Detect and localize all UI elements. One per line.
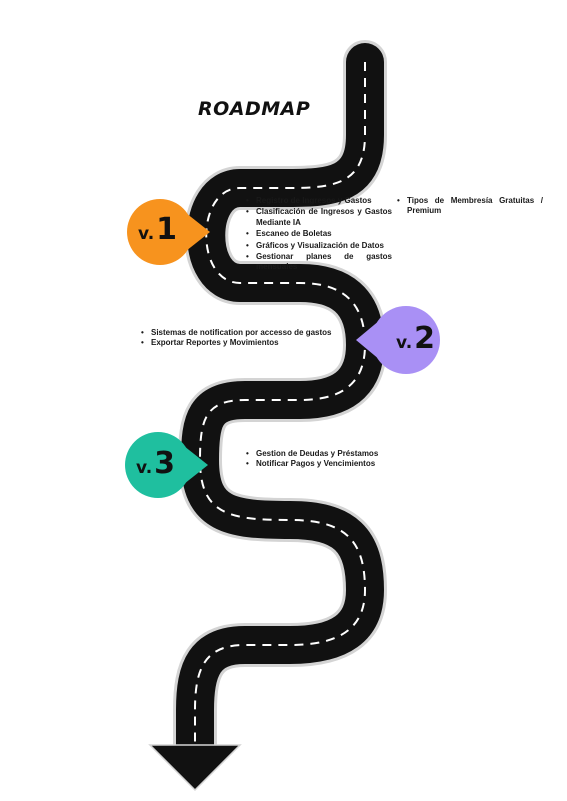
list-item: Gestionar planes de gastos mensuales	[246, 252, 392, 273]
list-item: Exportar Reportes y Movimientos	[141, 338, 341, 349]
milestone-pin-v3	[125, 432, 208, 498]
v2-feature-list: Sistemas de notification por accesso de …	[141, 328, 341, 349]
milestone-pin-v2	[356, 306, 440, 374]
milestone-label-v3: v. 3	[136, 446, 176, 481]
v3-feature-list: Gestion de Deudas y Préstamos Notificar …	[246, 449, 406, 470]
list-item: Escaneo de Boletas	[246, 229, 392, 240]
roadmap-title: ROADMAP	[198, 98, 311, 120]
list-item: Registro de Ingresos y Gastos	[246, 196, 392, 207]
list-item: Sistemas de notification por accesso de …	[141, 328, 341, 339]
milestone-label-v1: v. 1	[138, 212, 178, 247]
v1-extra-feature-list: Tipos de Membresía Gratuitas / Premium	[397, 196, 543, 217]
v1-feature-list: Registro de Ingresos y Gastos Clasificac…	[246, 196, 392, 274]
milestone-label-v2: v. 2	[396, 321, 436, 356]
list-item: Gráficos y Visualización de Datos	[246, 241, 392, 252]
list-item: Gestion de Deudas y Préstamos	[246, 449, 406, 460]
list-item: Clasificación de Ingresos y Gastos Media…	[246, 207, 392, 228]
road-arrow-head	[148, 744, 242, 792]
list-item: Notificar Pagos y Vencimientos	[246, 459, 406, 470]
list-item: Tipos de Membresía Gratuitas / Premium	[397, 196, 543, 217]
milestone-pin-v1	[127, 199, 210, 265]
